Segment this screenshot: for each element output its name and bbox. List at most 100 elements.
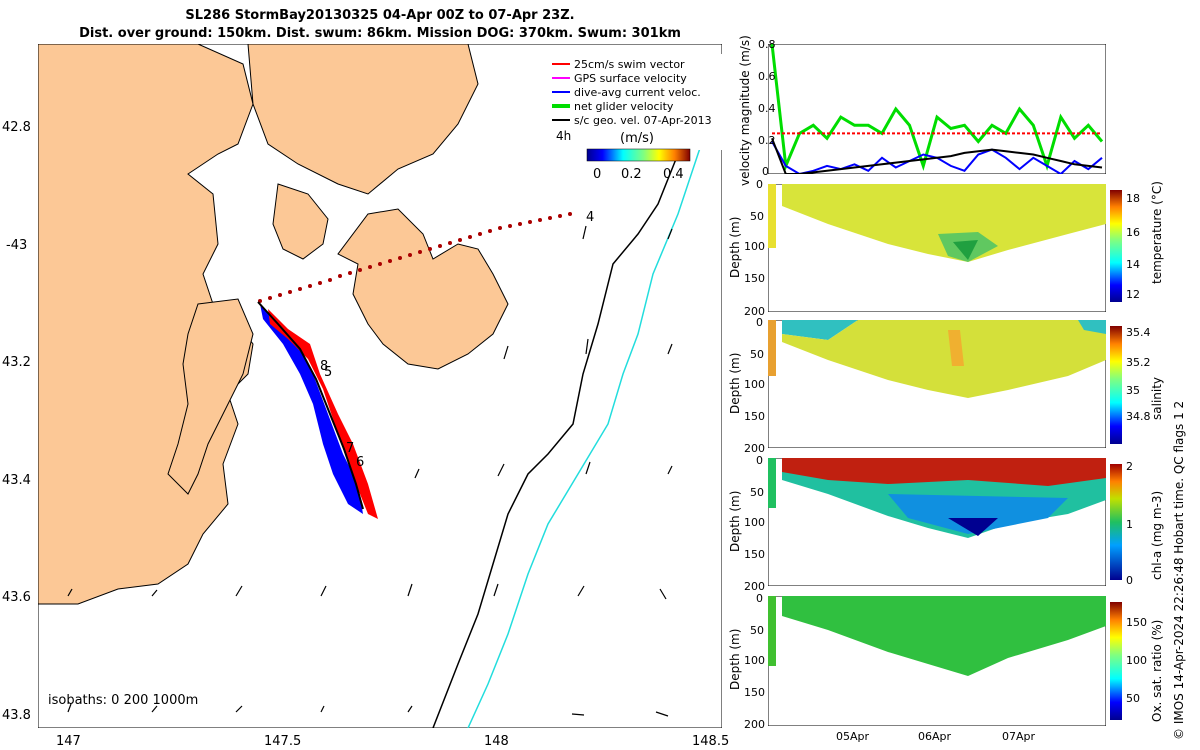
vel-ytick-0-8: 0.8 — [758, 38, 776, 51]
chl-ytick-150: 150 — [744, 548, 765, 561]
ox-ytick-100: 100 — [744, 654, 765, 667]
chla-colorbar — [1110, 464, 1122, 580]
chl-cbar-0: 0 — [1126, 574, 1133, 587]
chl-cbar-1: 1 — [1126, 518, 1133, 531]
sal-cbar-34-8: 34.8 — [1126, 410, 1151, 423]
ox-ytick-200: 200 — [744, 718, 765, 731]
figure-title-line2: Dist. over ground: 150km. Dist. swum: 86… — [79, 26, 681, 41]
glider-track-dots — [258, 212, 572, 303]
isobath-1000m — [467, 83, 722, 728]
sal-cbar-35-2: 35.2 — [1126, 356, 1151, 369]
velocity-lines — [770, 44, 1104, 174]
isobaths-label: isobaths: 0 200 1000m — [48, 693, 198, 708]
map-xtick-148-5: 148.5 — [692, 734, 730, 749]
sal-ytick-200: 200 — [744, 442, 765, 455]
temp-ytick-200: 200 — [744, 305, 765, 318]
sal-cbar-35: 35 — [1126, 384, 1140, 397]
day-marker-4: 4 — [586, 210, 594, 225]
map-xtick-148: 148 — [484, 734, 509, 749]
ox-ytick-0: 0 — [756, 592, 763, 605]
legend-geo: s/c geo. vel. 07-Apr-2013 — [574, 114, 712, 127]
time-xtick-07apr: 07Apr — [1002, 730, 1036, 743]
time-xtick-06apr: 06Apr — [918, 730, 952, 743]
ox-ytick-50: 50 — [750, 624, 764, 637]
salinity-section — [768, 320, 1106, 448]
chl-ylabel: Depth (m) — [728, 490, 742, 552]
geostrophic-vectors — [67, 225, 673, 717]
temp-cbar-label: temperature (°C) — [1150, 181, 1164, 284]
sal-ytick-50: 50 — [750, 348, 764, 361]
temperature-section — [768, 184, 1106, 312]
map-legend: 25cm/s swim vector GPS surface velocity … — [542, 54, 722, 150]
glider-track — [257, 301, 364, 510]
vel-ylabel: velocity magnitude (m/s) — [738, 35, 752, 186]
day-marker-6: 6 — [356, 455, 364, 470]
ox-cbar-label: Ox. sat. ratio (%) — [1150, 619, 1164, 722]
map-ytick-43-8: 43.8 — [2, 708, 31, 723]
land-peninsula — [272, 183, 329, 260]
temp-ytick-0: 0 — [756, 178, 763, 191]
chl-ytick-200: 200 — [744, 580, 765, 593]
sal-cbar-35-4: 35.4 — [1126, 326, 1151, 339]
vel-ytick-0-4: 0.4 — [758, 102, 776, 115]
land-north — [247, 44, 479, 195]
temp-cbar-12: 12 — [1126, 288, 1140, 301]
map-xtick-147-5: 147.5 — [264, 734, 302, 749]
speed-colorbar — [586, 148, 691, 162]
sal-cbar-label: salinity — [1150, 376, 1164, 420]
ox-ytick-150: 150 — [744, 686, 765, 699]
map-ytick-43-4: 43.4 — [2, 473, 31, 488]
velocity-panel — [768, 44, 1106, 174]
figure-title-line1: SL286 StormBay20130325 04-Apr 00Z to 07-… — [185, 8, 575, 23]
ox-ylabel: Depth (m) — [728, 628, 742, 690]
legend-gps: GPS surface velocity — [574, 72, 687, 85]
vel-ytick-0-2: 0.2 — [758, 134, 776, 147]
map-xtick-147: 147 — [56, 734, 81, 749]
colorbar-tick-1: 0.2 — [621, 167, 642, 182]
legend-current: dive-avg current veloc. — [574, 86, 701, 99]
ox-cbar-50: 50 — [1126, 692, 1140, 705]
vel-ytick-0-6: 0.6 — [758, 70, 776, 83]
temp-cbar-16: 16 — [1126, 226, 1140, 239]
sal-ylabel: Depth (m) — [728, 352, 742, 414]
colorbar-tick-0: 0 — [593, 167, 601, 182]
temp-cbar-14: 14 — [1126, 258, 1140, 271]
temp-ytick-100: 100 — [744, 240, 765, 253]
sal-ytick-0: 0 — [756, 316, 763, 329]
map-ytick-43-2: 43.2 — [2, 355, 31, 370]
sal-ytick-150: 150 — [744, 410, 765, 423]
chl-ytick-0: 0 — [756, 454, 763, 467]
legend-tag: 4h — [556, 129, 571, 143]
track-map: 4 5 6 7 8 25cm/s swim vector GPS surface… — [38, 44, 722, 728]
map-ytick-43-6: 43.6 — [2, 590, 31, 605]
ox-cbar-150: 150 — [1126, 616, 1147, 629]
footer-credit: © IMOS 14-Apr-2024 22:26:48 Hobart time.… — [1172, 400, 1186, 740]
day-marker-8: 8 — [320, 359, 328, 374]
temp-ytick-50: 50 — [750, 210, 764, 223]
isobath-200m — [432, 56, 722, 728]
temp-ytick-150: 150 — [744, 272, 765, 285]
oxygen-colorbar — [1110, 602, 1122, 720]
current-swath — [260, 304, 363, 514]
temp-cbar-18: 18 — [1126, 192, 1140, 205]
chl-ytick-100: 100 — [744, 516, 765, 529]
chl-cbar-2: 2 — [1126, 460, 1133, 473]
chla-section — [768, 458, 1106, 586]
day-marker-5: 5 — [324, 365, 332, 380]
chl-ytick-50: 50 — [750, 486, 764, 499]
map-ytick-42-8: 42.8 — [2, 120, 31, 135]
temperature-colorbar — [1110, 190, 1122, 302]
sal-ytick-100: 100 — [744, 378, 765, 391]
land-bruny — [167, 298, 254, 495]
colorbar-tick-2: 0.4 — [663, 167, 684, 182]
legend-swim: 25cm/s swim vector — [574, 58, 685, 71]
vel-ytick-0: 0 — [762, 165, 769, 178]
velocity-series-3 — [771, 137, 1103, 174]
oxygen-section — [768, 596, 1106, 726]
colorbar-title: (m/s) — [620, 131, 654, 146]
day-marker-7: 7 — [346, 441, 354, 456]
chl-cbar-label: chl-a (mg m-3) — [1150, 490, 1164, 580]
land-tasman — [337, 208, 509, 370]
salinity-colorbar — [1110, 326, 1122, 444]
temp-ylabel: Depth (m) — [728, 216, 742, 278]
